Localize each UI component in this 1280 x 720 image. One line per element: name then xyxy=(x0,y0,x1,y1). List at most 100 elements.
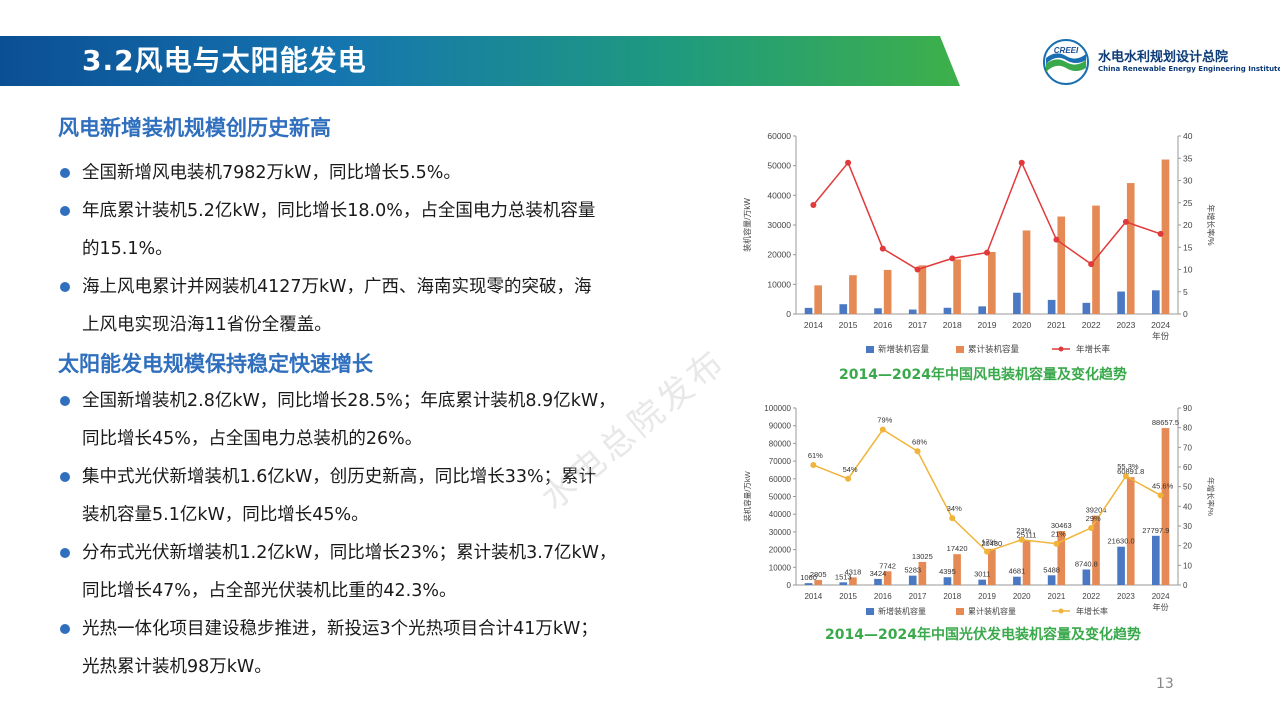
bar-new-label: 3011 xyxy=(974,570,990,579)
x-axis-label: 年份 xyxy=(1152,331,1170,341)
y2-axis-label: 年增长率/% xyxy=(1206,204,1216,245)
y-axis-label: 装机容量/万kW xyxy=(742,198,752,252)
wind-chart-svg: 0100002000030000400005000060000051015202… xyxy=(742,131,1216,354)
wind-chart-caption: 2014—2024年中国风电装机容量及变化趋势 xyxy=(839,367,1127,383)
bullet-line: 全国新增风电装机7982万kW，同比增长5.5%。 xyxy=(82,163,461,183)
page-number: 13 xyxy=(1156,676,1174,692)
y-tick-label: 60000 xyxy=(769,475,792,484)
bar-new-2015 xyxy=(839,582,848,585)
bar-cum-label: 4318 xyxy=(845,567,862,576)
y-tick-label: 70000 xyxy=(769,457,792,466)
y2-tick-label: 60 xyxy=(1183,463,1192,472)
logo: CREEI 水电水利规划设计总院 China Renewable Energy … xyxy=(1040,38,1280,86)
growth-rate-point xyxy=(914,448,921,455)
y2-tick-label: 0 xyxy=(1183,309,1188,319)
section-title-solar: 太阳能发电规模保持稳定快速增长 xyxy=(58,352,373,376)
bar-cum-label: 60891.8 xyxy=(1117,467,1144,476)
bar-cum-2019 xyxy=(988,548,996,585)
y-tick-label: 10000 xyxy=(769,563,792,572)
bullet-line: 分布式光伏新增装机1.2亿kW，同比增长23%；累计装机3.7亿kW， xyxy=(82,543,617,563)
bullet-line: 集中式光伏新增装机1.6亿kW，创历史新高，同比增长33%；累计 xyxy=(82,467,597,487)
growth-rate-point xyxy=(879,245,886,252)
growth-rate-point xyxy=(1122,473,1129,480)
y-tick-label: 80000 xyxy=(769,439,792,448)
growth-rate-label: 21% xyxy=(1051,530,1066,539)
bar-new-2017 xyxy=(908,575,917,585)
y2-tick-label: 10 xyxy=(1183,561,1192,570)
list-item: 海上风电累计并网装机4127万kW，广西、海南实现零的突破，海 上风电实现沿海1… xyxy=(58,268,718,344)
list-item: 年底累计装机5.2亿kW，同比增长18.0%，占全国电力总装机容量 的15.1%… xyxy=(58,192,718,268)
y2-tick-label: 25 xyxy=(1183,198,1193,208)
legend-label-new: 新增装机容量 xyxy=(878,606,926,616)
bar-new-2023 xyxy=(1117,291,1125,314)
y2-tick-label: 30 xyxy=(1183,522,1192,531)
bar-cum-2018 xyxy=(953,259,961,314)
pv-chart-caption: 2014—2024年中国光伏发电装机容量及变化趋势 xyxy=(825,627,1141,643)
bullet-line: 光热一体化项目建设稳步推进，新投运3个光热项目合计41万kW； xyxy=(82,619,598,639)
y2-tick-label: 90 xyxy=(1183,404,1192,413)
bar-new-label: 4395 xyxy=(939,567,956,576)
bar-cum-2021 xyxy=(1057,216,1066,314)
section-title-wind: 风电新增装机规模创历史新高 xyxy=(58,116,331,140)
x-tick-label: 2019 xyxy=(978,592,996,601)
x-tick-label: 2021 xyxy=(1048,592,1066,601)
bar-new-2015 xyxy=(839,304,848,314)
list-item: 光热一体化项目建设稳步推进，新投运3个光热项目合计41万kW； 光热累计装机98… xyxy=(58,610,718,686)
x-tick-label: 2015 xyxy=(839,320,858,330)
bar-new-2023 xyxy=(1117,546,1125,585)
legend-swatch-new xyxy=(866,346,874,353)
x-tick-label: 2023 xyxy=(1116,320,1135,330)
legend-label-new: 新增装机容量 xyxy=(878,344,930,354)
bar-cum-label: 25111 xyxy=(1017,531,1037,540)
y2-tick-label: 20 xyxy=(1183,542,1192,551)
bar-cum-label: 30463 xyxy=(1051,521,1072,530)
growth-rate-point xyxy=(984,548,990,555)
bar-cum-2016 xyxy=(883,571,892,585)
legend-swatch-cum xyxy=(956,608,964,615)
bar-new-2016 xyxy=(874,308,882,314)
bar-new-label: 21630.0 xyxy=(1108,537,1135,546)
bar-new-2018 xyxy=(943,577,952,585)
x-tick-label: 2017 xyxy=(908,320,927,330)
growth-rate-line xyxy=(813,428,1161,553)
y-tick-label: 50000 xyxy=(769,493,792,502)
y-tick-label: 30000 xyxy=(767,220,791,230)
bar-new-2021 xyxy=(1047,299,1056,314)
logo-name-cn: 水电水利规划设计总院 xyxy=(1098,50,1229,65)
y-tick-label: 0 xyxy=(787,581,792,590)
bullet-line: 光热累计装机98万kW。 xyxy=(82,657,272,677)
legend-marker-rate xyxy=(1058,608,1064,614)
bar-cum-2017 xyxy=(918,265,927,314)
pv-chart: 0 10000 20000 30000 40000 50000 60000 70000 8000… xyxy=(738,398,1228,648)
x-tick-label: 2024 xyxy=(1151,320,1170,330)
bar-cum-2023 xyxy=(1126,477,1135,585)
x-tick-label: 2020 xyxy=(1013,592,1031,601)
growth-rate-point xyxy=(1088,524,1095,531)
list-item: 全国新增风电装机7982万kW，同比增长5.5%。 xyxy=(58,154,718,192)
growth-rate-point xyxy=(984,249,990,256)
growth-rate-point xyxy=(1018,159,1025,166)
bar-new-2014 xyxy=(804,583,813,585)
bar-new-label: 1513 xyxy=(835,572,852,581)
growth-rate-label: 61% xyxy=(808,451,823,460)
legend-label-cum: 累计装机容量 xyxy=(968,344,1020,354)
page-title: 3.2风电与太阳能发电 xyxy=(82,44,367,77)
x-tick-label: 2018 xyxy=(943,592,961,601)
y2-tick-label: 15 xyxy=(1183,242,1193,252)
y-tick-label: 0 xyxy=(786,309,791,319)
y-tick-label: 20000 xyxy=(767,250,791,260)
bar-cum-2014 xyxy=(814,580,823,585)
growth-rate-point xyxy=(1018,536,1025,543)
bar-new-2016 xyxy=(874,578,882,585)
bar-new-label: 1060 xyxy=(800,573,817,582)
y2-tick-label: 20 xyxy=(1183,220,1193,230)
growth-rate-label: 79% xyxy=(877,416,892,425)
x-tick-label: 2016 xyxy=(874,592,892,601)
bar-cum-2020 xyxy=(1022,540,1031,585)
bar-new-2022 xyxy=(1082,302,1091,314)
x-axis-label: 年份 xyxy=(1153,602,1169,612)
growth-rate-point xyxy=(949,255,956,262)
bullet-line: 全国新增装机2.8亿kW，同比增长28.5%；年底累计装机8.9亿kW， xyxy=(82,391,616,411)
legend-swatch-cum xyxy=(956,346,964,353)
x-tick-label: 2022 xyxy=(1082,592,1100,601)
